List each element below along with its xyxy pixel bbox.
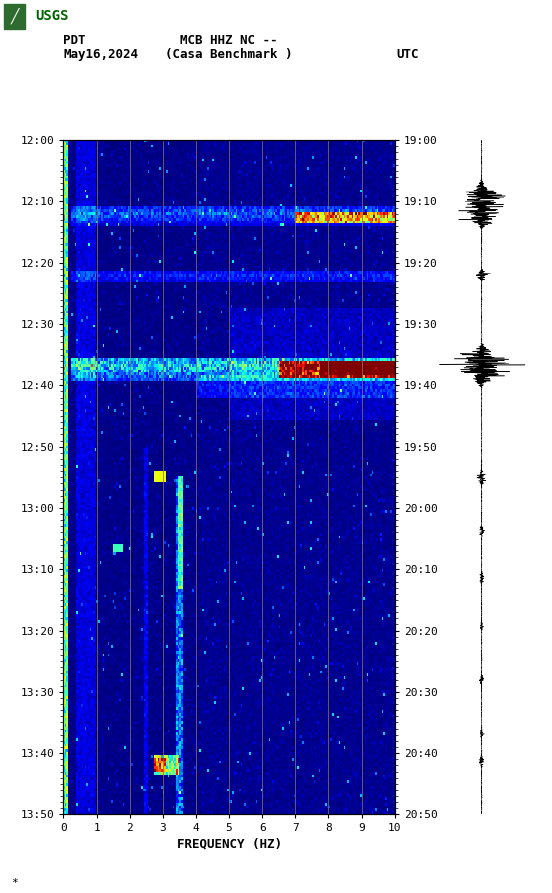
Text: MCB HHZ NC --: MCB HHZ NC -- <box>181 34 278 46</box>
X-axis label: FREQUENCY (HZ): FREQUENCY (HZ) <box>177 838 282 851</box>
Text: USGS: USGS <box>35 9 68 23</box>
Text: *: * <box>11 878 18 888</box>
Text: PDT: PDT <box>63 34 86 46</box>
Text: May16,2024: May16,2024 <box>63 48 139 61</box>
Text: UTC: UTC <box>396 48 419 61</box>
Bar <box>4 4 25 29</box>
Text: (Casa Benchmark ): (Casa Benchmark ) <box>166 48 293 61</box>
Text: ╱: ╱ <box>10 8 19 24</box>
